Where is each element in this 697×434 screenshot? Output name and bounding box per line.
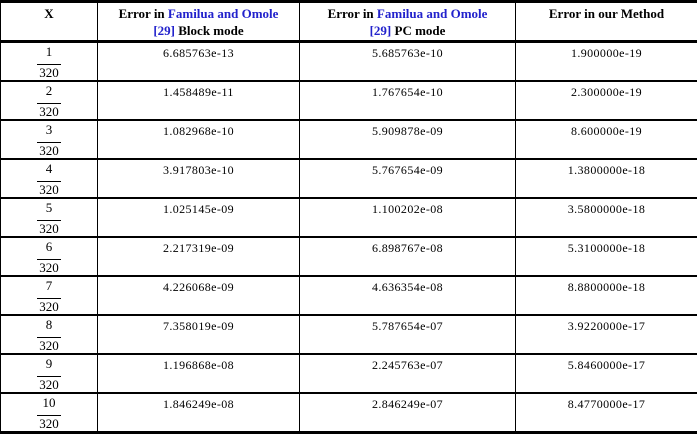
- x-fraction: 1 320: [1, 42, 98, 82]
- our-method-error: 1.900000e-19: [516, 42, 697, 82]
- block-mode-error: 1.196868e-08: [98, 354, 300, 393]
- our-method-error: 5.8460000e-17: [516, 354, 697, 393]
- fraction-denominator: 320: [1, 66, 97, 80]
- block-mode-error: 1.025145e-09: [98, 198, 300, 237]
- block-mode-error: 1.846249e-08: [98, 393, 300, 433]
- pc-mode-error: 1.100202e-08: [300, 198, 516, 237]
- table-row: 4 320 3.917803e-10 5.767654e-09 1.380000…: [1, 159, 697, 198]
- block-mode-error: 7.358019e-09: [98, 315, 300, 354]
- block-mode-error: 4.226068e-09: [98, 276, 300, 315]
- col-header-our-method: Error in our Method: [516, 2, 697, 42]
- col-header-x: X: [1, 2, 98, 42]
- pc-mode-error: 1.767654e-10: [300, 81, 516, 120]
- our-method-error: 1.3800000e-18: [516, 159, 697, 198]
- fraction-denominator: 320: [1, 378, 97, 392]
- our-method-error: 3.9220000e-17: [516, 315, 697, 354]
- pc-header-authors: Familua and Omole: [377, 6, 488, 21]
- block-header-prefix: Error in: [119, 6, 165, 21]
- table-row: 2 320 1.458489e-11 1.767654e-10 2.300000…: [1, 81, 697, 120]
- block-header-authors: Familua and Omole: [168, 6, 279, 21]
- our-method-error: 3.5800000e-18: [516, 198, 697, 237]
- table-row: 6 320 2.217319e-09 6.898767e-08 5.310000…: [1, 237, 697, 276]
- pc-mode-error: 5.685763e-10: [300, 42, 516, 82]
- pc-mode-error: 2.245763e-07: [300, 354, 516, 393]
- table-row: 3 320 1.082968e-10 5.909878e-09 8.600000…: [1, 120, 697, 159]
- table-row: 5 320 1.025145e-09 1.100202e-08 3.580000…: [1, 198, 697, 237]
- our-method-error: 2.300000e-19: [516, 81, 697, 120]
- block-header-mode: Block mode: [178, 23, 243, 38]
- pc-mode-error: 2.846249e-07: [300, 393, 516, 433]
- our-method-header-label: Error in our Method: [549, 6, 664, 21]
- fraction-numerator: 2: [1, 84, 97, 98]
- fraction-numerator: 4: [1, 162, 97, 176]
- block-mode-error: 1.458489e-11: [98, 81, 300, 120]
- fraction-numerator: 10: [1, 396, 97, 410]
- x-header-label: X: [44, 6, 53, 21]
- x-fraction: 7 320: [1, 276, 98, 315]
- x-fraction: 2 320: [1, 81, 98, 120]
- fraction-denominator: 320: [1, 105, 97, 119]
- fraction-numerator: 5: [1, 201, 97, 215]
- pc-mode-error: 5.909878e-09: [300, 120, 516, 159]
- header-row: X Error in Familua and Omole [29] Block …: [1, 2, 697, 42]
- table-row: 10 320 1.846249e-08 2.846249e-07 8.47700…: [1, 393, 697, 433]
- pc-header-mode: PC mode: [395, 23, 446, 38]
- table-row: 8 320 7.358019e-09 5.787654e-07 3.922000…: [1, 315, 697, 354]
- pc-header-prefix: Error in: [328, 6, 374, 21]
- fraction-numerator: 1: [1, 45, 97, 59]
- pc-mode-error: 4.636354e-08: [300, 276, 516, 315]
- our-method-error: 5.3100000e-18: [516, 237, 697, 276]
- x-fraction: 4 320: [1, 159, 98, 198]
- our-method-error: 8.600000e-19: [516, 120, 697, 159]
- block-mode-error: 2.217319e-09: [98, 237, 300, 276]
- x-fraction: 3 320: [1, 120, 98, 159]
- x-fraction: 5 320: [1, 198, 98, 237]
- x-fraction: 6 320: [1, 237, 98, 276]
- fraction-denominator: 320: [1, 339, 97, 353]
- x-fraction: 9 320: [1, 354, 98, 393]
- fraction-denominator: 320: [1, 261, 97, 275]
- fraction-denominator: 320: [1, 183, 97, 197]
- block-mode-error: 3.917803e-10: [98, 159, 300, 198]
- fraction-denominator: 320: [1, 300, 97, 314]
- table-row: 9 320 1.196868e-08 2.245763e-07 5.846000…: [1, 354, 697, 393]
- fraction-numerator: 7: [1, 279, 97, 293]
- table-row: 7 320 4.226068e-09 4.636354e-08 8.880000…: [1, 276, 697, 315]
- col-header-block-mode: Error in Familua and Omole [29] Block mo…: [98, 2, 300, 42]
- fraction-denominator: 320: [1, 144, 97, 158]
- fraction-denominator: 320: [1, 417, 97, 431]
- x-fraction: 10 320: [1, 393, 98, 433]
- pc-mode-error: 5.787654e-07: [300, 315, 516, 354]
- pc-mode-error: 6.898767e-08: [300, 237, 516, 276]
- table-row: 1 320 6.685763e-13 5.685763e-10 1.900000…: [1, 42, 697, 82]
- our-method-error: 8.4770000e-17: [516, 393, 697, 433]
- pc-header-reference: [29]: [370, 23, 392, 38]
- fraction-numerator: 8: [1, 318, 97, 332]
- block-header-reference: [29]: [153, 23, 175, 38]
- x-fraction: 8 320: [1, 315, 98, 354]
- block-mode-error: 1.082968e-10: [98, 120, 300, 159]
- fraction-denominator: 320: [1, 222, 97, 236]
- block-mode-error: 6.685763e-13: [98, 42, 300, 82]
- pc-mode-error: 5.767654e-09: [300, 159, 516, 198]
- fraction-numerator: 3: [1, 123, 97, 137]
- our-method-error: 8.8800000e-18: [516, 276, 697, 315]
- fraction-numerator: 9: [1, 357, 97, 371]
- fraction-numerator: 6: [1, 240, 97, 254]
- col-header-pc-mode: Error in Familua and Omole [29] PC mode: [300, 2, 516, 42]
